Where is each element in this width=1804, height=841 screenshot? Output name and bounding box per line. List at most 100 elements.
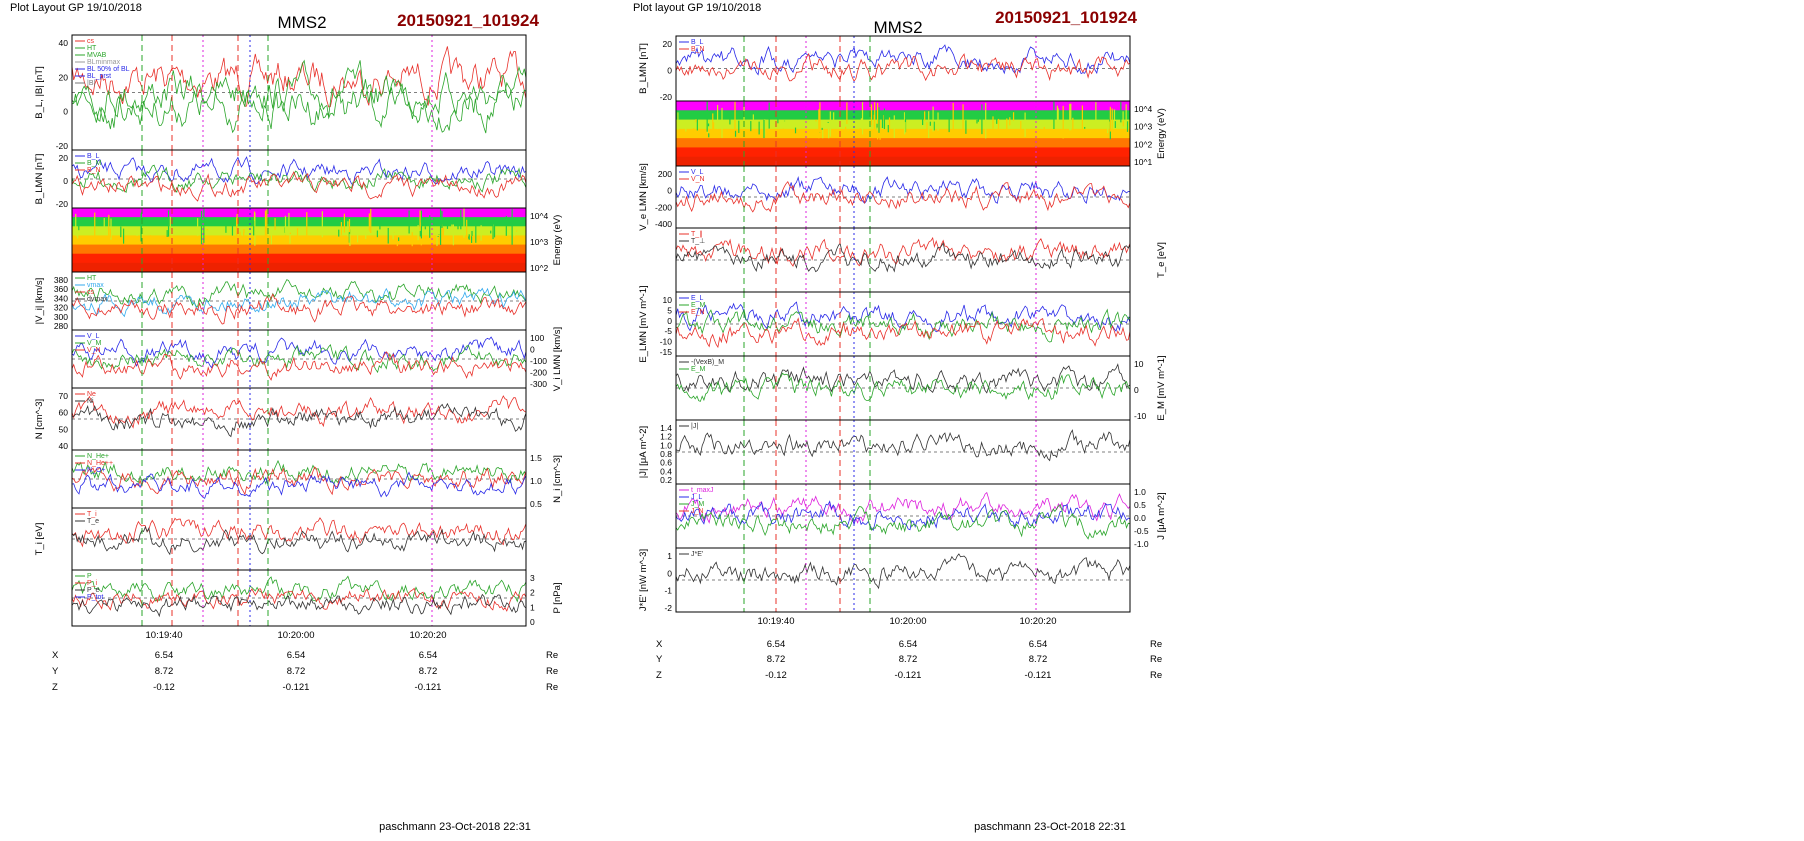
y-tick-label: 0 [63,176,68,186]
time-tick-label: 10:20:20 [1020,616,1057,627]
legend-entry: E_N [691,309,705,316]
panel-left-2: 10^4 10^3 10^2 Energy (eV) [71,207,563,273]
legend-entry: B_M [87,160,102,167]
y-tick-label: -20 [660,92,673,102]
legend-entry: Ni [87,398,94,405]
right-figure: Plot layout GP 19/10/2018 MMS2 20150921_… [633,2,1167,833]
y-tick-label: -20 [56,199,69,209]
legend-entry: T_i [87,511,97,518]
y-tick-label: 10^3 [1134,122,1152,132]
position-value: 8.72 [767,654,786,665]
panel-right-5: 10 0 -10 E_M [mV m^-1] -(VexB)_ME_M [675,355,1167,421]
series-trace [71,395,527,429]
position-value: 6.54 [419,650,438,661]
y-tick-label: -400 [655,219,672,229]
spectrogram-band [72,208,526,218]
position-value: -0.12 [153,682,175,693]
y-tick-label: 70 [59,391,69,401]
position-value: 6.54 [155,650,174,661]
time-tick-label: 10:20:20 [410,630,447,641]
position-value: 8.72 [1029,654,1048,665]
series-trace [675,317,1131,349]
position-row-label: Z [52,682,58,693]
position-value: 8.72 [899,654,918,665]
series-trace [71,466,527,496]
right-header: Plot layout GP 19/10/2018 [633,2,761,14]
y-axis-label: T_e [eV] [1156,242,1167,278]
y-axis-label: |J| [μA m^-2] [638,426,649,478]
y-tick-label: 50 [59,424,69,434]
y-tick-label: 10 [1134,359,1144,369]
y-tick-label: 200 [658,169,672,179]
time-tick-label: 10:20:00 [890,616,927,627]
spectrogram-band [676,147,1130,158]
legend-entry: -(VexB)_M [691,359,724,366]
panel-left-0: 40 20 0 -20 B_L, |B| [nT] csHTMVABBLminmaxBL … [34,34,527,151]
series-trace [71,593,527,618]
y-tick-label: 0.0 [1134,513,1146,523]
position-value: -0.121 [1025,670,1052,681]
right-footer: paschmann 23-Oct-2018 22:31 [974,821,1126,833]
legend-entry: cs [87,289,95,296]
y-tick-label: -20 [56,141,69,151]
series-trace [675,44,1131,76]
y-tick-label: 340 [54,293,68,303]
legend-entry: dvmax [87,296,108,303]
y-tick-label: 20 [59,153,69,163]
spectrogram-band [72,244,526,255]
y-axis-label: N_i [cm^-3] [552,455,563,503]
panel-left-4: 100 0-100 -200-300 V_i LMN [km/s] V_LV_MV_N [71,327,563,391]
panel-right-6: 1.41.21.00.80.60.40.2 |J| [μA m^-2] |J| [638,419,1131,485]
series-trace [71,59,527,124]
y-tick-label: 10^2 [530,263,548,273]
series-trace [675,503,1131,540]
panel-right-7: 1.0 0.5 0.0 -0.5 -1.0 J [μA m^-2] t_maxJJ_LJ_M… [675,483,1167,549]
spectrogram-band [72,253,526,264]
y-axis-label: V_e LMN [km/s] [638,163,649,231]
time-tick-label: 10:19:40 [758,616,795,627]
y-tick-label: 320 [54,303,68,313]
position-value: -0.121 [895,670,922,681]
y-axis-label: Energy (eV) [1156,108,1167,159]
panel-right-2: 200 0 -200 -400 V_e LMN [km/s] V_LV_N [638,163,1131,231]
series-trace [71,156,527,187]
legend-entry: T_∥ [691,230,703,238]
series-trace [71,279,527,307]
y-tick-label: -300 [530,379,547,389]
y-tick-label: 300 [54,312,68,322]
series-trace [71,459,527,486]
position-row-label: X [52,650,59,661]
spectrogram-band [676,128,1130,139]
position-value: 6.54 [287,650,306,661]
legend-entry: N_He+ [87,453,109,460]
spectrogram-band [676,156,1130,167]
series-trace [71,343,527,374]
legend-entry: V_M [87,340,102,347]
legend-entry: N_He++ [87,460,113,467]
y-tick-label: 280 [54,321,68,331]
y-axis-label: V_i LMN [km/s] [552,327,563,391]
time-tick-label: 10:20:00 [278,630,315,641]
panel-right-0: 20 0 -20 B_LMN [nT] B_LB_N [638,35,1131,102]
legend-entry: vmax [87,282,104,289]
y-tick-label: -1.0 [1134,539,1149,549]
y-axis-label: N [cm^-3] [34,399,45,439]
series-trace [675,363,1131,394]
y-tick-label: 0 [667,316,672,326]
right-spacecraft-title: MMS2 [873,18,922,37]
series-trace [71,46,527,108]
position-row-label: Y [52,666,59,677]
spectrogram-band [72,217,526,227]
series-trace [675,553,1131,590]
position-unit: Re [546,682,558,693]
series-trace [71,575,527,603]
legend-entry: BLminmax [87,59,121,66]
legend-entry: HT [87,45,97,52]
y-axis-label: B_LMN [nT] [34,154,45,205]
y-tick-label: 0 [530,345,535,355]
series-trace [71,517,527,548]
legend-entry: E_M [691,302,706,309]
